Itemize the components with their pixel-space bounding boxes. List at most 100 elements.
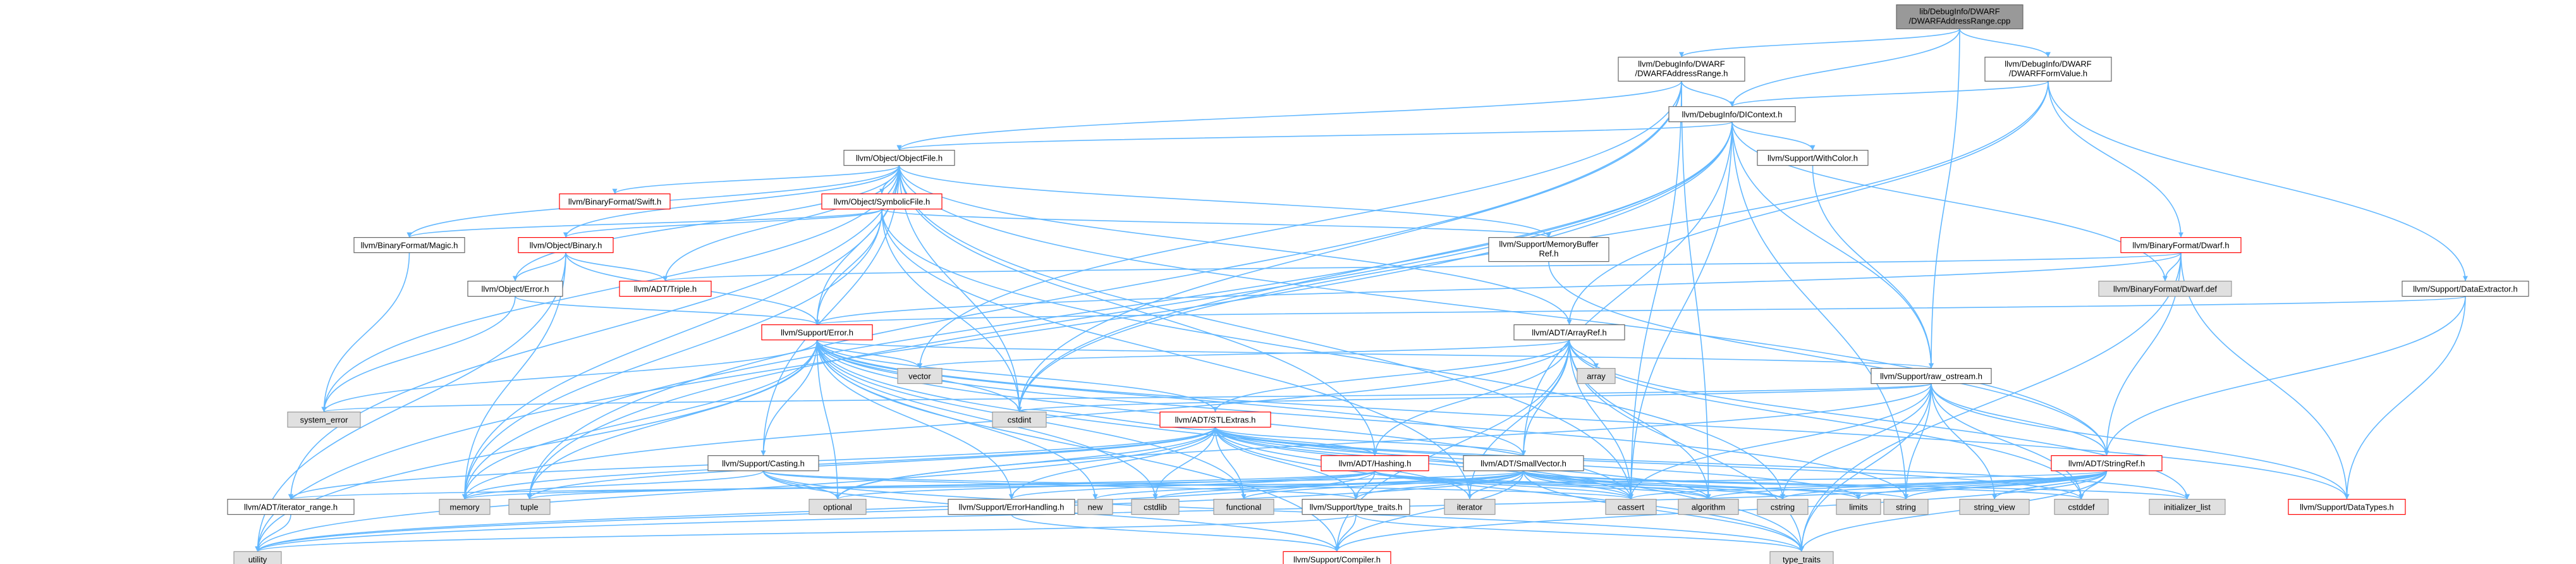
node-box	[1444, 498, 1496, 515]
node-label: llvm/Support/ErrorHandling.h	[959, 503, 1065, 512]
edge-symbolicfile_h-to-cstring	[881, 209, 1783, 500]
node-string-view: string_view	[1959, 498, 2030, 515]
node-label: llvm/Support/DataTypes.h	[2300, 503, 2394, 512]
node-label: llvm/ADT/STLExtras.h	[1175, 415, 1256, 425]
node-compiler-h[interactable]: llvm/Support/Compiler.h	[1283, 551, 1391, 564]
edge-support_error_h-to-memory	[464, 340, 818, 500]
node-form-value-h[interactable]: llvm/DebugInfo/DWARF/DWARFFormValue.h	[1984, 56, 2112, 82]
edge-stlextras_h-to-type_traits	[1214, 427, 1802, 552]
node-box	[1618, 56, 1745, 82]
edge-arrowhead	[2178, 232, 2183, 238]
edge-symbolicfile_h-to-memorybuffer_h	[881, 208, 1549, 238]
edge-arrowhead	[1334, 546, 1340, 552]
edge-arrowhead	[1212, 407, 1218, 412]
node-raw-ostream-h[interactable]: llvm/Support/raw_ostream.h	[1871, 367, 1992, 384]
node-swift-h[interactable]: llvm/BinaryFormat/Swift.h	[559, 193, 671, 210]
edge-arrowhead	[1799, 546, 1804, 552]
edge-smallvector_h-to-memory	[464, 470, 1524, 500]
edge-arrowhead	[2079, 494, 2084, 500]
node-root[interactable]: lib/DebugInfo/DWARF/DWARFAddressRange.cp…	[1896, 4, 2024, 30]
edge-addr_range_h-to-algorithm	[1681, 81, 1709, 500]
node-cstddef: cstddef	[2054, 498, 2109, 515]
node-dicontext-h[interactable]: llvm/DebugInfo/DIContext.h	[1668, 106, 1796, 123]
node-functional: functional	[1213, 498, 1274, 515]
node-errorhandling-h[interactable]: llvm/Support/ErrorHandling.h	[948, 498, 1075, 515]
node-arrayref-h[interactable]: llvm/ADT/ArrayRef.h	[1513, 324, 1625, 341]
node-iterator-range-h[interactable]: llvm/ADT/iterator_range.h	[227, 498, 355, 515]
edge-casting_h-to-type_traits	[762, 470, 1802, 552]
node-binary-h[interactable]: llvm/Object/Binary.h	[518, 237, 614, 254]
edge-arrowhead	[1903, 494, 1908, 500]
node-box	[287, 411, 361, 428]
edge-dataextractor_h-to-datatypes_h	[2346, 296, 2466, 500]
node-smallvector-h[interactable]: llvm/ADT/SmallVector.h	[1463, 455, 1584, 472]
node-support-error-h[interactable]: llvm/Support/Error.h	[761, 324, 873, 341]
node-utility: utility	[233, 551, 282, 564]
edge-raw_ostream_h-to-cassert	[1630, 383, 1932, 500]
node-cstdint: cstdint	[992, 411, 1047, 428]
edge-dwarf_h-to-triple_h	[664, 252, 2182, 282]
node-label: llvm/ADT/ArrayRef.h	[1532, 328, 1606, 338]
node-stlextras-h[interactable]: llvm/ADT/STLExtras.h	[1159, 411, 1271, 428]
edge-objectfile_h-to-iterator_range_h	[290, 165, 900, 500]
edge-objectfile_h-to-stringref_h	[898, 165, 2108, 456]
edge-hashing_h-to-algorithm	[1374, 470, 1709, 500]
node-box	[707, 455, 819, 472]
edge-magic_h-to-system_error	[323, 252, 410, 412]
node-magic-h[interactable]: llvm/BinaryFormat/Magic.h	[353, 237, 465, 254]
node-label: llvm/ADT/Triple.h	[634, 285, 697, 294]
node-symbolicfile-h[interactable]: llvm/Object/SymbolicFile.h	[821, 193, 943, 210]
edge-dicontext_h-to-smallvector_h	[1523, 121, 1733, 456]
node-addr-range-h[interactable]: llvm/DebugInfo/DWARF/DWARFAddressRange.h	[1618, 56, 1745, 82]
edge-dataextractor_h-to-support_error_h	[816, 295, 2466, 326]
edge-dataextractor_h-to-stringref_h	[2106, 296, 2466, 456]
node-cstdlib: cstdlib	[1131, 498, 1180, 515]
edge-dicontext_h-to-objectfile_h	[898, 121, 1733, 151]
node-box	[1757, 498, 1809, 515]
edge-arrowhead	[255, 546, 260, 552]
node-label: llvm/Support/Error.h	[781, 328, 853, 338]
node-triple-h[interactable]: llvm/ADT/Triple.h	[619, 281, 712, 297]
node-stringref-h[interactable]: llvm/ADT/StringRef.h	[2051, 455, 2163, 472]
node-type-traits-h[interactable]: llvm/Support/type_traits.h	[1302, 498, 1410, 515]
node-box	[1883, 498, 1929, 515]
node-label: /DWARFAddressRange.cpp	[1909, 16, 2011, 26]
node-box	[1283, 551, 1391, 564]
edge-raw_ostream_h-to-string	[1905, 383, 1932, 500]
node-string: string	[1883, 498, 1929, 515]
node-datatypes-h[interactable]: llvm/Support/DataTypes.h	[2288, 498, 2406, 515]
node-objectfile-h[interactable]: llvm/Object/ObjectFile.h	[843, 150, 955, 166]
edge-arrowhead	[1016, 407, 1022, 412]
node-label: tuple	[520, 503, 538, 512]
edge-binary_h-to-memory	[464, 252, 566, 500]
node-object-error-h[interactable]: llvm/Object/Error.h	[467, 281, 563, 297]
edge-stringref_h-to-iterator_range_h	[290, 470, 2108, 500]
edge-dicontext_h-to-withcolor_h	[1731, 121, 1814, 150]
node-label: utility	[248, 555, 267, 564]
node-casting-h[interactable]: llvm/Support/Casting.h	[707, 455, 819, 472]
node-label: llvm/BinaryFormat/Dwarf.def	[2113, 285, 2217, 294]
edge-stringref_h-to-string_view	[1994, 470, 2108, 500]
edge-smallvector_h-to-utility	[257, 470, 1524, 552]
node-hashing-h[interactable]: llvm/ADT/Hashing.h	[1321, 455, 1429, 472]
edge-objectfile_h-to-object_error_h	[515, 165, 900, 281]
edge-casting_h-to-memory	[464, 470, 764, 500]
node-dwarf-h[interactable]: llvm/BinaryFormat/Dwarf.h	[2120, 237, 2242, 254]
node-dataextractor-h[interactable]: llvm/Support/DataExtractor.h	[2402, 281, 2529, 297]
edge-raw_ostream_h-to-datatypes_h	[1931, 383, 2348, 500]
node-label: llvm/Support/Compiler.h	[1293, 555, 1381, 564]
node-label: llvm/DebugInfo/DWARF	[1638, 59, 1725, 68]
node-box	[1896, 4, 2024, 30]
node-cassert: cassert	[1605, 498, 1657, 515]
edge-arrowhead	[1353, 494, 1358, 500]
node-box	[2149, 498, 2226, 515]
edge-root-to-addr_range_h	[1681, 28, 1960, 58]
node-array: array	[1577, 367, 1616, 384]
node-label: cstdint	[1008, 415, 1032, 425]
edge-arrowhead	[1810, 145, 1816, 150]
node-withcolor-h[interactable]: llvm/Support/WithColor.h	[1757, 150, 1869, 166]
node-label: llvm/DebugInfo/DIContext.h	[1682, 110, 1783, 120]
graph-nodes: lib/DebugInfo/DWARF/DWARFAddressRange.cp…	[227, 4, 2529, 564]
node-label: array	[1587, 372, 1606, 381]
